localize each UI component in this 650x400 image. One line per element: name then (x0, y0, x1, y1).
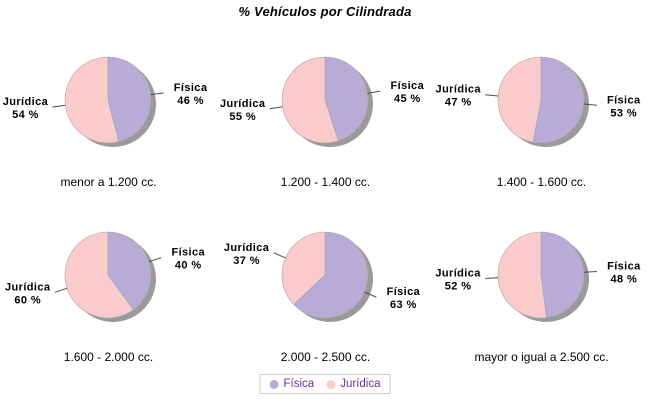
pie-slice-juridica (281, 231, 326, 305)
slice-label-juridica: Jurídica 47 % (436, 84, 482, 109)
slice-label-juridica: Jurídica 54 % (3, 96, 49, 121)
pie-svg: Física 48 % Jurídica 52 % (435, 231, 641, 322)
pie-chart-panel: Física 53 % Jurídica 47 % 1.400 - 1.600 cc. (433, 30, 650, 198)
slice-label-fisica: Física 48 % (607, 260, 641, 285)
slice-label-juridica: Jurídica 55 % (220, 98, 266, 123)
pie-slice-fisica (107, 231, 152, 311)
slice-label-juridica: Jurídica 52 % (435, 268, 481, 293)
pie-svg: Física 53 % Jurídica 47 % (436, 56, 641, 147)
legend-label-fisica: Física (283, 378, 315, 390)
juridica-swatch-icon (326, 379, 336, 389)
pie-caption: menor a 1.200 cc. (60, 175, 157, 189)
slice-label-fisica: Física 45 % (391, 80, 425, 105)
pie-slice-juridica (497, 56, 542, 143)
pie-svg: Física 46 % Jurídica 54 % (3, 56, 208, 147)
pie-chart-panel: Física 46 % Jurídica 54 % menor a 1.200 cc. (0, 30, 217, 198)
leader-line (150, 92, 164, 96)
pie-svg: Física 40 % Jurídica 60 % (5, 231, 205, 322)
legend-label-juridica: Jurídica (340, 378, 381, 390)
slice-label-juridica: Jurídica 37 % (224, 242, 270, 267)
pie-caption: 1.200 - 1.400 cc. (280, 175, 371, 189)
pie-svg: Física 63 % Jurídica 37 % (224, 231, 421, 322)
slice-label-juridica: Jurídica 60 % (5, 281, 51, 306)
leader-line (273, 252, 286, 259)
pie-svg: Física 45 % Jurídica 55 % (220, 56, 425, 147)
pie-slice-fisica (293, 231, 369, 319)
slice-label-fisica: Física 53 % (607, 94, 641, 119)
leader-line (364, 291, 377, 298)
leader-line (583, 103, 597, 106)
pie-slice-juridica (64, 56, 120, 144)
pie-slice-juridica (281, 56, 339, 144)
pie-caption: mayor o igual a 2.500 cc. (474, 350, 609, 364)
pie-slice-fisica (107, 56, 152, 143)
leader-line (367, 90, 381, 94)
pie-caption: 2.000 - 2.500 cc. (280, 350, 371, 364)
slice-label-fisica: Física 40 % (171, 247, 205, 272)
legend-item-juridica: Jurídica (326, 378, 380, 390)
pie-slice-fisica (540, 231, 585, 318)
pie-slice-fisica (324, 56, 369, 142)
fisica-swatch-icon (269, 379, 279, 389)
pie-slice-juridica (497, 231, 547, 319)
pie-slice-fisica (532, 56, 585, 144)
legend: Física Jurídica (259, 374, 391, 394)
leader-line (269, 106, 283, 110)
pie-chart-panel: Física 45 % Jurídica 55 % 1.200 - 1.400 cc. (217, 30, 434, 198)
pie-slice-juridica (64, 231, 134, 319)
leader-line (583, 270, 597, 273)
page-title: % Vehículos por Cilindrada (238, 4, 412, 19)
leader-line (485, 277, 499, 280)
leader-line (485, 94, 499, 97)
pie-chart-panel: Física 63 % Jurídica 37 % 2.000 - 2.500 cc. (217, 205, 434, 373)
slice-label-fisica: Física 63 % (387, 286, 421, 311)
pie-chart-panel: Física 48 % Jurídica 52 % mayor o igual a 2.… (433, 205, 650, 373)
leader-line (148, 257, 162, 263)
leader-line (52, 104, 66, 108)
leader-line (54, 287, 68, 293)
slice-label-fisica: Física 46 % (174, 82, 208, 107)
pie-caption: 1.600 - 2.000 cc. (63, 350, 154, 364)
pie-caption: 1.400 - 1.600 cc. (496, 175, 587, 189)
pie-chart-panel: Física 40 % Jurídica 60 % 1.600 - 2.000 cc. (0, 205, 217, 373)
legend-item-fisica: Física (269, 378, 315, 390)
